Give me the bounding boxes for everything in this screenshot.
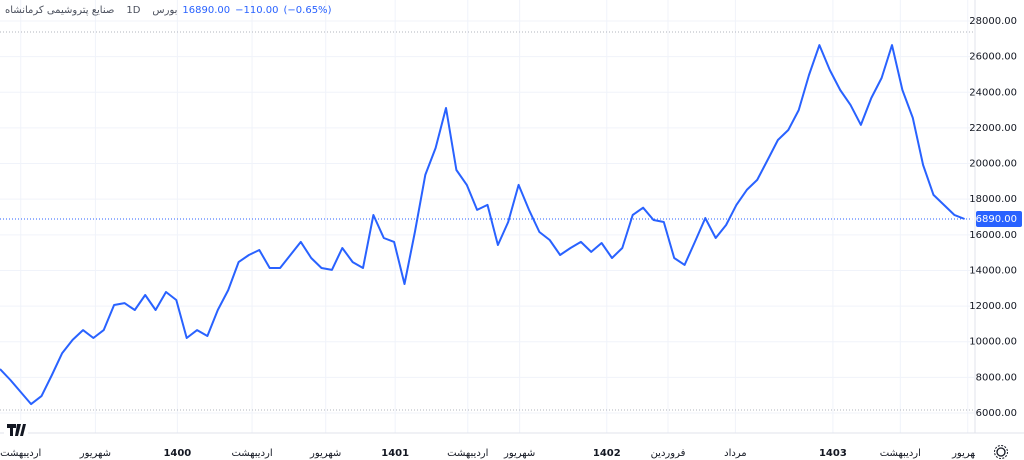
price: 16890.00 — [182, 5, 230, 16]
x-tick-label: فروردین — [651, 448, 686, 459]
change: −110.00 — [235, 5, 278, 16]
y-tick-label: 14000.00 — [969, 265, 1017, 276]
x-tick-label: شهریور — [503, 448, 535, 459]
last-price-badge — [976, 210, 1022, 227]
y-tick-label: 6000.00 — [976, 408, 1017, 419]
y-tick-label: 10000.00 — [969, 337, 1017, 348]
y-tick-label: 12000.00 — [969, 301, 1017, 312]
x-tick-label: شهریور — [309, 448, 341, 459]
x-tick-label: 1402 — [593, 448, 621, 459]
y-tick-label: 8000.00 — [976, 372, 1017, 383]
y-tick-label: 28000.00 — [969, 16, 1017, 27]
symbol: صنایع پتروشیمی کرمانشاه — [5, 5, 114, 16]
exchange: بورس — [152, 5, 177, 16]
x-tick-label: اردیبهشت — [880, 448, 921, 459]
y-tick-label: 24000.00 — [969, 87, 1017, 98]
x-axis: اردیبهشت شهریور 1400 اردیبهشت شهریور 1401 اردی… — [0, 0, 983, 459]
price-line — [0, 44, 965, 406]
x-tick-label: 1400 — [163, 448, 191, 459]
last-price-label: 16890.00 — [969, 214, 1017, 225]
x-tick-label: مرداد — [724, 448, 747, 459]
legend: صنایع پتروشیمی کرمانشاه 1D بورس 16890.00… — [5, 5, 332, 16]
change-percent: (−0.65%) — [284, 5, 332, 16]
x-tick-label: شهریور — [951, 448, 983, 459]
x-tick-label: اردیبهشت — [231, 448, 272, 459]
x-tick-label: 1403 — [819, 448, 847, 459]
x-tick-label: اردیبهشت — [447, 448, 488, 459]
y-tick-label: 16000.00 — [969, 230, 1017, 241]
x-tick-label: شهریور — [79, 448, 111, 459]
tv-logo[interactable] — [4, 420, 28, 440]
settings-button[interactable] — [994, 445, 1008, 459]
y-tick-label: 26000.00 — [969, 52, 1017, 63]
y-tick-label: 20000.00 — [969, 159, 1017, 170]
interval: 1D — [126, 5, 140, 16]
y-tick-label: 18000.00 — [969, 194, 1017, 205]
x-tick-label: اردیبهشت — [0, 448, 41, 459]
x-tick-label: 1401 — [381, 448, 409, 459]
y-tick-label: 22000.00 — [969, 123, 1017, 134]
